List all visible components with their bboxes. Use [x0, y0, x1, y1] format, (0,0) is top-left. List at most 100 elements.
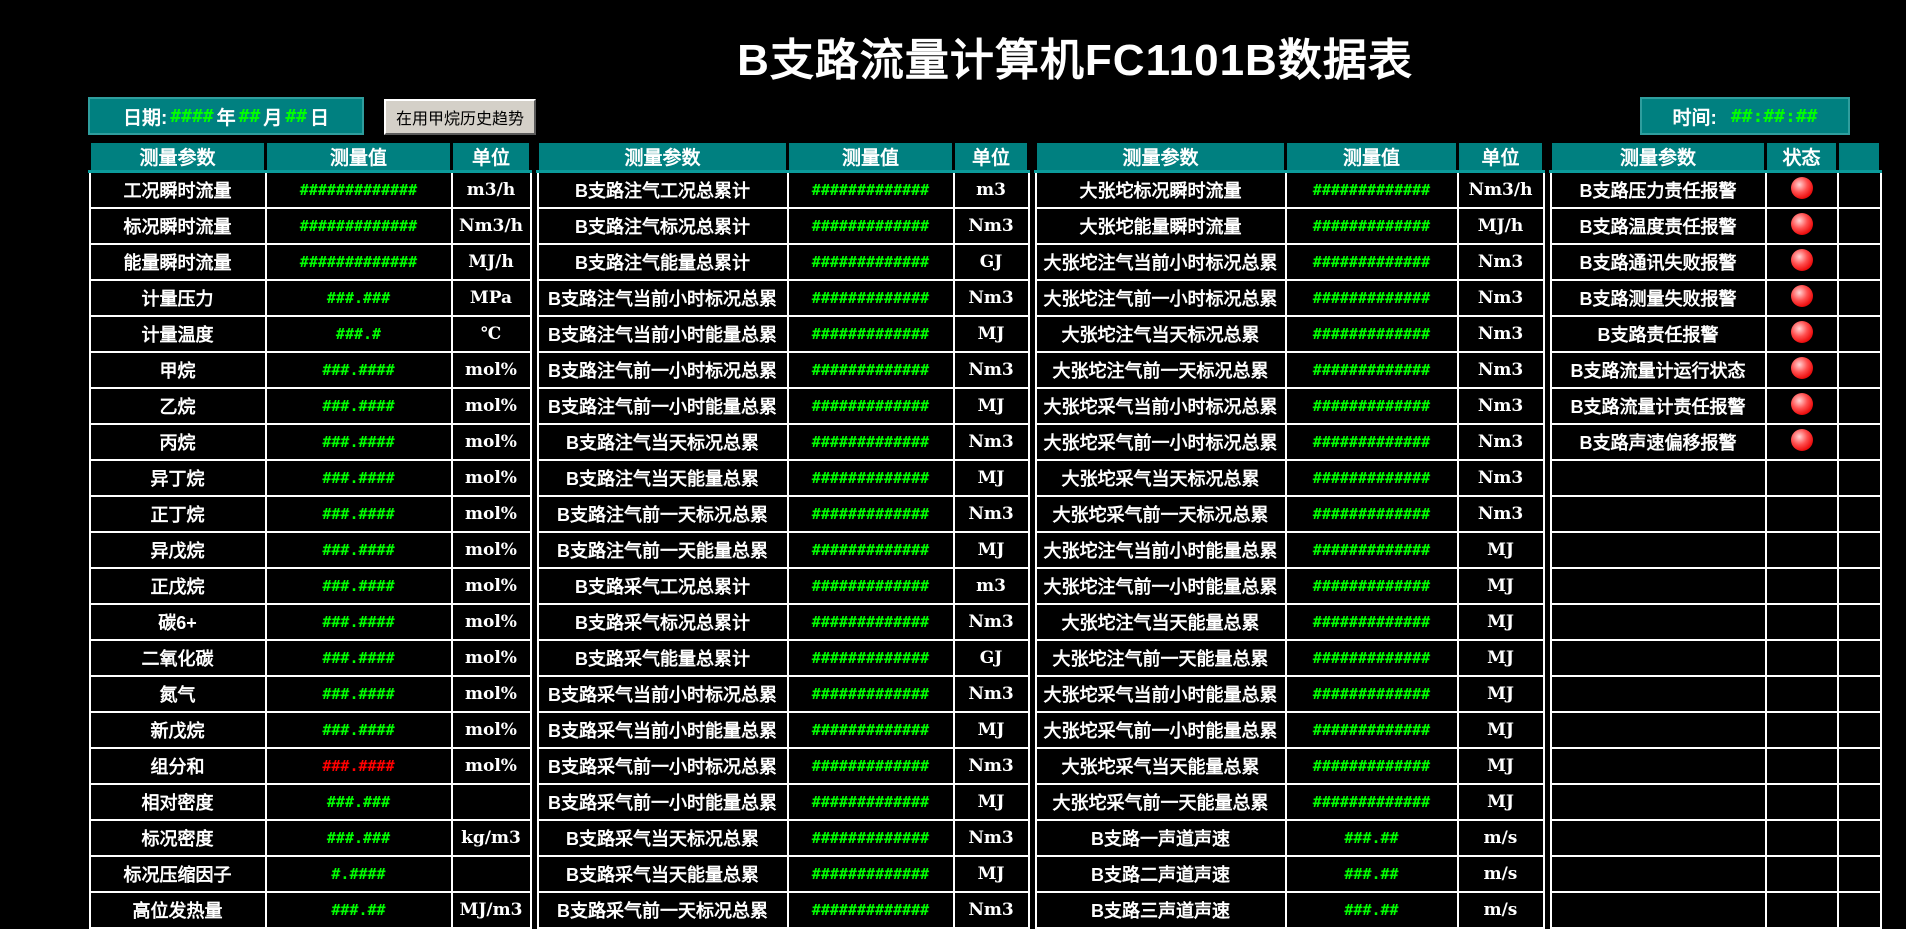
alarm-status-cell [1764, 279, 1839, 317]
param-cell: 大张坨注气当天标况总累 [1034, 315, 1287, 353]
param-cell: 大张坨采气前一天标况总累 [1034, 495, 1287, 533]
table-row: B支路注气当天标况总累 ############# Nm3 [536, 423, 1030, 461]
unit-cell: MJ/h [1456, 207, 1545, 245]
alarm-param-cell: B支路流量计责任报警 [1549, 387, 1767, 425]
unit-cell: Nm3 [952, 603, 1030, 641]
alarm-status-cell [1764, 675, 1839, 713]
unit-cell: MJ [1456, 783, 1545, 821]
time-value: ##:##:## [1730, 105, 1818, 127]
alarm-status-cell [1764, 531, 1839, 569]
param-cell: B支路三声道声速 [1034, 891, 1287, 929]
column-header: 测量参数 [536, 140, 789, 173]
param-cell: 大张坨注气前一天能量总累 [1034, 639, 1287, 677]
value-cell: ############# [786, 279, 955, 317]
unit-cell: Nm3 [952, 819, 1030, 857]
alarm-param-cell: B支路通讯失败报警 [1549, 243, 1767, 281]
alarm-status-cell [1764, 711, 1839, 749]
table-row: 大张坨注气前一天标况总累 ############# Nm3 [1034, 351, 1545, 389]
alarm-param-cell [1549, 783, 1767, 821]
filler-cell [1836, 639, 1882, 677]
date-year-suffix: 年 [216, 107, 236, 129]
param-cell: 大张坨注气前一天标况总累 [1034, 351, 1287, 389]
value-cell: ###.#### [264, 711, 453, 749]
unit-cell: MJ [1456, 603, 1545, 641]
param-cell: 大张坨能量瞬时流量 [1034, 207, 1287, 245]
param-cell: 大张坨注气当天能量总累 [1034, 603, 1287, 641]
value-cell: ###.#### [264, 639, 453, 677]
param-cell: 标况压缩因子 [88, 855, 267, 893]
table-group-b-branch-totalizers: 测量参数 测量值 单位 B支路注气工况总累计 ############# m3 B支路注气标… [536, 140, 1030, 929]
unit-cell: MJ/h [450, 243, 532, 281]
value-cell: ############# [1284, 423, 1459, 461]
unit-cell: Nm3/h [1456, 170, 1545, 209]
value-cell: ############# [1284, 531, 1459, 569]
unit-cell: Nm3 [1456, 315, 1545, 353]
param-cell: 大张坨采气当天能量总累 [1034, 747, 1287, 785]
unit-cell: mol% [450, 351, 532, 389]
table-row: B支路采气能量总累计 ############# GJ [536, 639, 1030, 677]
value-cell: ############# [786, 315, 955, 353]
value-cell: ############# [1284, 495, 1459, 533]
value-cell: ############# [786, 351, 955, 389]
param-cell: B支路采气当天标况总累 [536, 819, 789, 857]
param-cell: 乙烷 [88, 387, 267, 425]
table-row: 组分和 ###.#### mol% [88, 747, 532, 785]
param-cell: B支路采气能量总累计 [536, 639, 789, 677]
table-row [1549, 855, 1882, 893]
column-header: 状态 [1764, 140, 1839, 173]
table-row: B支路流量计运行状态 [1549, 351, 1882, 389]
table-row: B支路注气前一天标况总累 ############# Nm3 [536, 495, 1030, 533]
table-row: B支路注气当天能量总累 ############# MJ [536, 459, 1030, 497]
header-row: 测量参数 测量值 单位 [536, 140, 1030, 173]
filler-cell [1836, 315, 1882, 353]
unit-cell: MJ [952, 783, 1030, 821]
unit-cell: Nm3 [1456, 279, 1545, 317]
param-cell: 能量瞬时流量 [88, 243, 267, 281]
table-row: 二氧化碳 ###.#### mol% [88, 639, 532, 677]
date-display: 日期: #### 年 ## 月 ## 日 [88, 97, 364, 135]
value-cell: ############# [786, 747, 955, 785]
value-cell: ############# [786, 675, 955, 713]
unit-cell: mol% [450, 423, 532, 461]
param-cell: 氮气 [88, 675, 267, 713]
methane-history-trend-button[interactable]: 在用甲烷历史趋势 [384, 99, 536, 135]
value-cell: ############# [786, 783, 955, 821]
param-cell: 计量压力 [88, 279, 267, 317]
unit-cell: Nm3/h [450, 207, 532, 245]
alarm-status-cell [1764, 567, 1839, 605]
table-row: 大张坨采气前一天能量总累 ############# MJ [1034, 783, 1545, 821]
unit-cell: GJ [952, 243, 1030, 281]
value-cell: ############# [1284, 315, 1459, 353]
param-cell: 碳6+ [88, 603, 267, 641]
table-row: B支路三声道声速 ###.## m/s [1034, 891, 1545, 929]
unit-cell: Nm3 [952, 423, 1030, 461]
alarm-param-cell [1549, 891, 1767, 929]
table-row: B支路注气工况总累计 ############# m3 [536, 170, 1030, 209]
param-cell: 正戊烷 [88, 567, 267, 605]
value-cell: ############# [786, 495, 955, 533]
param-cell: B支路注气前一小时能量总累 [536, 387, 789, 425]
value-cell: ############# [264, 243, 453, 281]
filler-cell [1836, 387, 1882, 425]
unit-cell: mol% [450, 747, 532, 785]
value-cell: ###.#### [264, 459, 453, 497]
value-cell: ############# [1284, 387, 1459, 425]
param-cell: 异戊烷 [88, 531, 267, 569]
date-month-suffix: 月 [263, 107, 283, 129]
unit-cell: m/s [1456, 891, 1545, 929]
param-cell: 大张坨采气前一小时能量总累 [1034, 711, 1287, 749]
param-cell: B支路注气工况总累计 [536, 170, 789, 209]
unit-cell: mol% [450, 495, 532, 533]
unit-cell: Nm3 [952, 207, 1030, 245]
param-cell: 大张坨采气当前小时标况总累 [1034, 387, 1287, 425]
alarm-status-cell [1764, 783, 1839, 821]
value-cell: ############# [264, 207, 453, 245]
table-row: 异丁烷 ###.#### mol% [88, 459, 532, 497]
value-cell: ###.#### [264, 495, 453, 533]
table-row: 氮气 ###.#### mol% [88, 675, 532, 713]
unit-cell: MJ [1456, 675, 1545, 713]
unit-cell: Nm3 [952, 351, 1030, 389]
table-row [1549, 783, 1882, 821]
table-row: B支路注气当前小时标况总累 ############# Nm3 [536, 279, 1030, 317]
table-row: B支路采气当前小时能量总累 ############# MJ [536, 711, 1030, 749]
